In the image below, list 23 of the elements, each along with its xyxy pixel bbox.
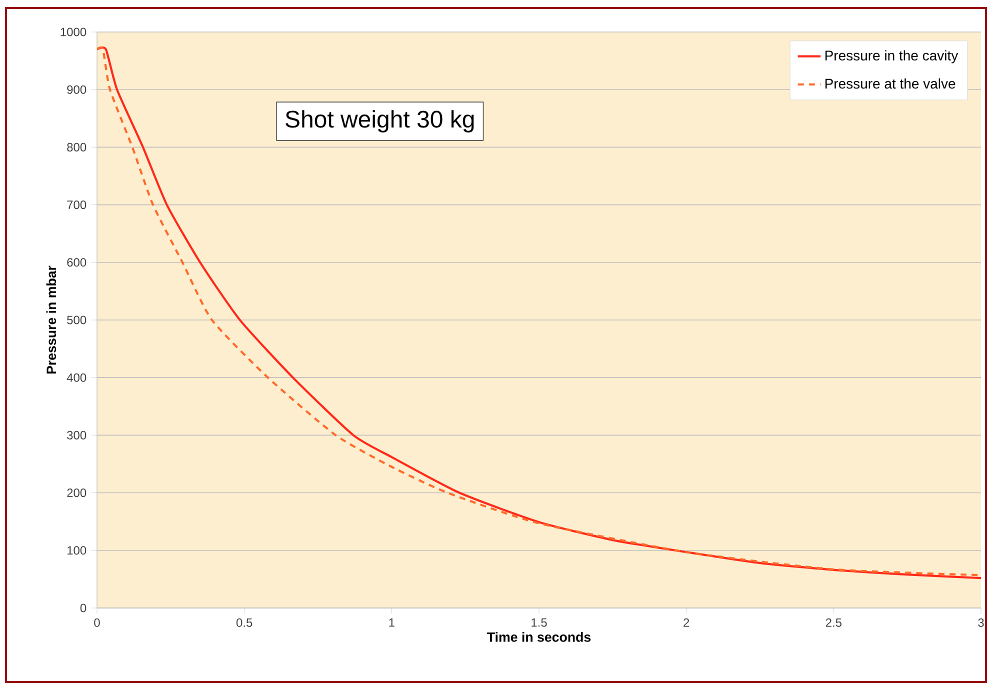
y-tick-label: 100 bbox=[68, 546, 86, 555]
y-tick-label: 900 bbox=[67, 85, 86, 94]
y-tick-label: 700 bbox=[67, 200, 86, 210]
x-tick-label: 1.5 bbox=[532, 618, 547, 627]
y-tick-label: 600 bbox=[67, 258, 86, 267]
y-tick-label: 300 bbox=[67, 430, 86, 440]
y-tick-label: 500 bbox=[67, 316, 86, 324]
legend-label: Pressure at the valve bbox=[825, 78, 956, 89]
y-tick-label: 1000 bbox=[60, 28, 86, 36]
annotation: Shot weight 30 kg bbox=[286, 110, 474, 132]
y-tick-label: 800 bbox=[67, 142, 86, 152]
x-tick-label: 2 bbox=[684, 618, 690, 627]
x-tick-label: 2.5 bbox=[826, 618, 842, 627]
x-tick-label: 0 bbox=[94, 618, 100, 627]
x-tick-label: 3 bbox=[978, 618, 984, 627]
y-tick-label: 0 bbox=[80, 604, 86, 612]
x-axis-title: Time in seconds bbox=[487, 632, 591, 642]
y-tick-label: 200 bbox=[67, 488, 86, 498]
x-tick-label: 1 bbox=[389, 618, 394, 627]
y-tick-label: 400 bbox=[66, 373, 86, 382]
legend-label: Pressure in the cavity bbox=[825, 50, 958, 64]
x-tick-label: 0.5 bbox=[236, 618, 252, 627]
y-axis-title: Pressure in mbar bbox=[46, 266, 56, 374]
